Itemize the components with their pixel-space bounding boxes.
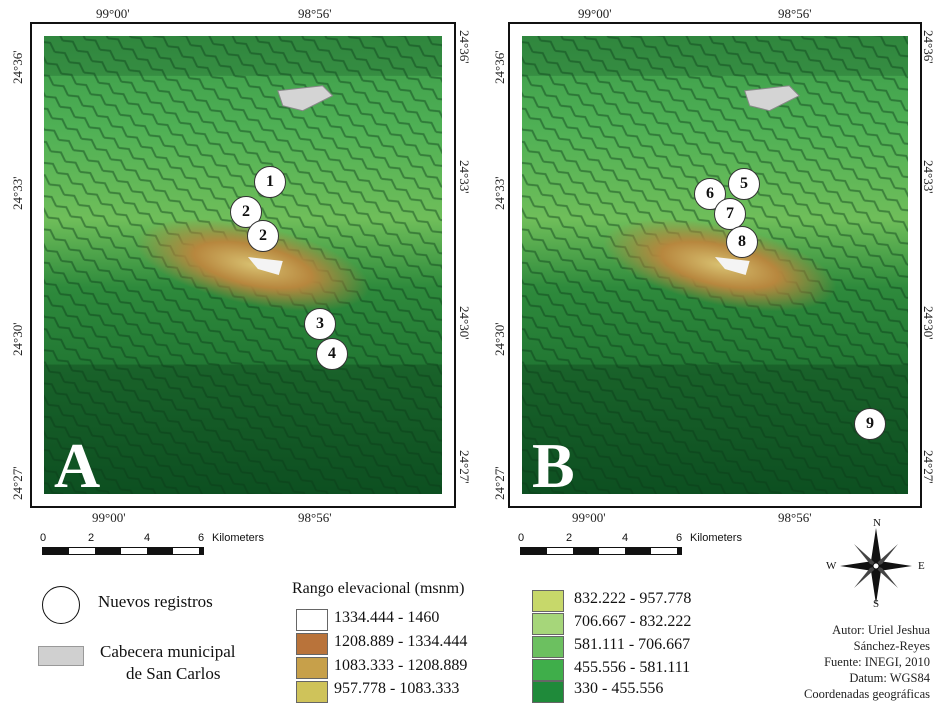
record-marker: 3 [304,308,336,340]
top-tick-a-0: 99°00' [96,6,130,21]
scale-label-2: 2 [88,532,95,544]
scale-label-0: 0 [40,532,47,544]
record-marker: 4 [316,338,348,370]
scale-unit: Kilometers [212,532,264,544]
right-tick-b-1: 24°33' [921,160,936,194]
bottom-tick-b-1: 98°56' [778,510,812,525]
top-tick-b-1: 98°56' [778,6,812,21]
top-tick-a-1: 98°56' [298,6,332,21]
scale-label-4: 4 [144,532,151,544]
credit-author: Autor: Uriel Jeshua [832,623,930,637]
record-marker: 1 [254,166,286,198]
right-tick-a-2: 24°30' [457,306,472,340]
map-credits: Autor: Uriel Jeshua Sánchez-Reyes Fuente… [760,622,930,702]
terrain-b [522,36,908,494]
right-tick-a-0: 24°36' [457,30,472,64]
range-label: 330 - 455.556 [574,680,664,697]
town-label-line2: de San Carlos [126,664,221,683]
right-tick-b-2: 24°30' [921,306,936,340]
compass-w: W [826,560,837,572]
right-tick-b-0: 24°36' [921,30,936,64]
range-label: 1334.444 - 1460 [334,609,440,626]
terrain-image-a [44,36,442,494]
scale-unit: Kilometers [690,532,742,544]
scale-bar-graphic [520,547,682,555]
left-tick-a-2: 24°30' [10,322,25,356]
left-tick-b-1: 24°33' [492,176,507,210]
panel-letter-a: A [54,430,101,501]
range-swatch [296,633,328,655]
bottom-tick-b-0: 99°00' [572,510,606,525]
terrain-a [44,36,442,494]
scale-label-2: 2 [566,532,573,544]
range-label: 581.111 - 706.667 [574,636,691,653]
range-swatch [296,609,328,631]
credit-source: Fuente: INEGI, 2010 [824,655,930,669]
scale-label-6: 6 [676,532,683,544]
range-swatch [296,657,328,679]
bottom-tick-a-0: 99°00' [92,510,126,525]
left-tick-a-0: 24°36' [10,50,25,84]
range-swatch [532,590,564,612]
compass-s: S [873,598,880,610]
record-marker: 9 [854,408,886,440]
town-label-line1: Cabecera municipal [100,642,236,661]
town-symbol [38,646,84,666]
range-swatch [532,613,564,635]
bottom-tick-a-1: 98°56' [298,510,332,525]
left-tick-b-0: 24°36' [492,50,507,84]
map-frame-a: A 1 2 2 3 4 [30,22,456,508]
left-tick-b-2: 24°30' [492,322,507,356]
right-tick-a-3: 24°27' [457,450,472,484]
credit-author-name: Sánchez-Reyes [853,639,930,653]
left-tick-a-3: 24°27' [10,466,25,500]
range-label: 455.556 - 581.111 [574,659,691,676]
range-label: 1083.333 - 1208.889 [334,657,468,674]
panel-letter-b: B [532,430,575,501]
scale-label-0: 0 [518,532,525,544]
left-tick-b-3: 24°27' [492,466,507,500]
range-swatch [532,681,564,703]
right-tick-a-1: 24°33' [457,160,472,194]
map-frame-b: B 5 6 7 8 9 [508,22,922,508]
scale-label-6: 6 [198,532,205,544]
terrain-image-b [522,36,908,494]
record-marker: 8 [726,226,758,258]
range-label: 706.667 - 832.222 [574,613,692,630]
compass-e: E [918,560,925,572]
range-swatch [296,681,328,703]
range-label: 832.222 - 957.778 [574,590,692,607]
elevation-title: Rango elevacional (msnm) [292,580,465,597]
range-swatch [532,636,564,658]
credit-coords: Coordenadas geográficas [804,687,930,701]
compass-n: N [873,517,881,529]
range-label: 957.778 - 1083.333 [334,680,460,697]
scale-label-4: 4 [622,532,629,544]
record-marker: 2 [247,220,279,252]
credit-datum: Datum: WGS84 [849,671,930,685]
record-marker: 5 [728,168,760,200]
top-tick-b-0: 99°00' [578,6,612,21]
scale-bar-graphic [42,547,204,555]
new-records-label: Nuevos registros [98,592,213,611]
range-swatch [532,659,564,681]
compass-rose-icon [826,518,926,614]
range-label: 1208.889 - 1334.444 [334,633,468,650]
left-tick-a-1: 24°33' [10,176,25,210]
right-tick-b-3: 24°27' [921,450,936,484]
new-record-symbol [42,586,80,624]
